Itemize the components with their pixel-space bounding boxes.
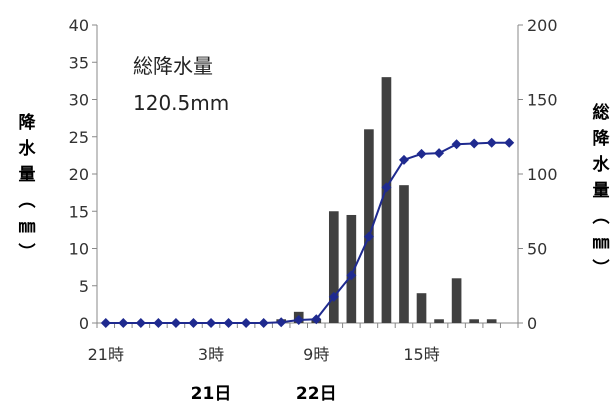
y-right-title-char: ︶ bbox=[593, 258, 610, 279]
total-precip-value: 120.5mm bbox=[133, 91, 229, 115]
day-label: 21日 bbox=[191, 384, 232, 404]
cumulative-point bbox=[398, 154, 409, 165]
y-left-tick-label: 10 bbox=[69, 240, 89, 259]
y-left-title-char: 降 bbox=[19, 112, 37, 133]
y-left-tick-label: 40 bbox=[69, 16, 89, 35]
cumulative-point bbox=[223, 318, 234, 328]
y-right-title: 総降水量 ︵ ㎜ ︶ bbox=[593, 102, 611, 279]
cumulative-point bbox=[469, 138, 480, 149]
y-left-tick-label: 30 bbox=[69, 91, 89, 110]
x-tick-label: 9時 bbox=[303, 345, 329, 364]
y-right-title-char: ︵ bbox=[593, 207, 610, 227]
cumulative-point bbox=[504, 137, 515, 148]
y-left-tick-label: 20 bbox=[69, 165, 89, 184]
cumulative-point bbox=[486, 137, 497, 148]
cumulative-point bbox=[311, 314, 322, 325]
y-right-title-char: 総 bbox=[593, 102, 610, 123]
y-left-title-char: 量 bbox=[19, 164, 36, 185]
precip-bar bbox=[346, 214, 357, 323]
cumulative-point bbox=[451, 139, 462, 150]
precip-bar bbox=[328, 211, 339, 323]
cumulative-point bbox=[135, 318, 146, 328]
y-left-tick-label: 15 bbox=[69, 202, 89, 221]
cumulative-point bbox=[241, 318, 252, 328]
cumulative-point bbox=[328, 291, 339, 302]
precip-bar bbox=[381, 77, 392, 324]
y-right-tick-label: 100 bbox=[527, 165, 558, 184]
y-left-title-char: ︵ bbox=[19, 191, 36, 211]
y-right-title-char: 降 bbox=[593, 128, 611, 149]
cumulative-point bbox=[153, 318, 164, 328]
cumulative-point bbox=[363, 231, 374, 242]
x-tick-label: 15時 bbox=[403, 345, 439, 364]
cumulative-point bbox=[170, 318, 181, 328]
y-right-tick-label: 0 bbox=[527, 314, 537, 333]
y-left-title-char: 水 bbox=[19, 138, 37, 159]
y-left-tick-label: 5 bbox=[79, 277, 89, 296]
cumulative-point bbox=[206, 318, 217, 328]
x-tick-label: 21時 bbox=[88, 345, 124, 364]
y-right-title-char: 量 bbox=[593, 180, 610, 201]
y-right-tick-label: 50 bbox=[527, 240, 547, 259]
line-series bbox=[100, 137, 515, 328]
y-left-tick-label: 25 bbox=[69, 128, 89, 147]
cumulative-point bbox=[381, 182, 392, 193]
cumulative-point bbox=[100, 318, 111, 328]
cumulative-point bbox=[258, 318, 269, 328]
cumulative-point bbox=[346, 270, 357, 281]
y-right-title-char: ㎜ bbox=[593, 233, 610, 253]
precip-bar bbox=[451, 278, 462, 323]
cumulative-line bbox=[105, 141, 510, 324]
cumulative-point bbox=[434, 148, 445, 159]
cumulative-point bbox=[276, 317, 287, 328]
cumulative-point bbox=[416, 148, 427, 159]
cumulative-point bbox=[118, 318, 129, 328]
labels: 総降水量 120.5mm 051015202530354005010015020… bbox=[19, 16, 611, 404]
x-tick-label: 3時 bbox=[198, 345, 224, 364]
precip-bar bbox=[416, 293, 427, 323]
total-precip-label: 総降水量 bbox=[133, 54, 213, 78]
precip-bar bbox=[486, 319, 497, 323]
y-right-tick-label: 150 bbox=[527, 91, 558, 110]
precip-bar bbox=[364, 129, 374, 323]
precip-bar bbox=[399, 185, 409, 323]
y-right-tick-label: 200 bbox=[527, 16, 558, 35]
precip-bar bbox=[469, 319, 479, 323]
bar-series bbox=[276, 77, 497, 324]
y-left-title: 降水量 ︵ ㎜ ︶ bbox=[19, 112, 37, 263]
cumulative-point bbox=[188, 318, 199, 328]
y-left-tick-label: 0 bbox=[79, 314, 89, 333]
y-left-title-char: ︶ bbox=[19, 242, 36, 263]
y-left-title-char: ㎜ bbox=[19, 217, 36, 237]
y-left-tick-label: 35 bbox=[69, 53, 89, 72]
cumulative-point bbox=[293, 315, 304, 326]
day-label: 22日 bbox=[296, 384, 337, 404]
y-right-title-char: 水 bbox=[593, 154, 611, 175]
precip-bar bbox=[434, 319, 444, 323]
